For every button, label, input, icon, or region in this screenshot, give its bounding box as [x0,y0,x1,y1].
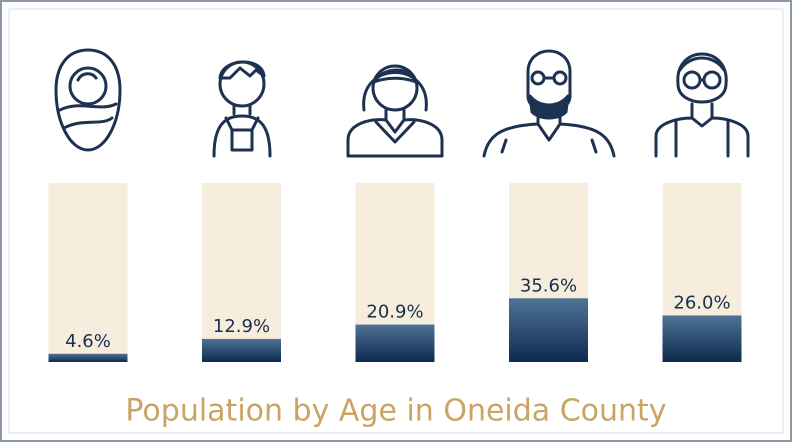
bar-track [48,183,128,362]
value-label: 20.9% [366,302,423,323]
chart-title: Population by Age in Oneida County [125,394,666,429]
bar-track [202,183,281,362]
value-label: 12.9% [213,316,270,337]
bar [509,298,588,362]
icon-man [482,49,616,158]
icon-child [212,60,272,158]
icon-elder [654,52,750,158]
value-label: 35.6% [520,275,577,296]
inner-frame [8,8,784,434]
value-label: 26.0% [673,292,730,313]
bar [662,315,742,362]
bar [48,353,128,362]
bar [202,338,281,362]
value-label: 4.6% [65,331,111,352]
bar [355,324,435,362]
icon-infant [54,48,122,152]
icon-woman [346,64,444,158]
